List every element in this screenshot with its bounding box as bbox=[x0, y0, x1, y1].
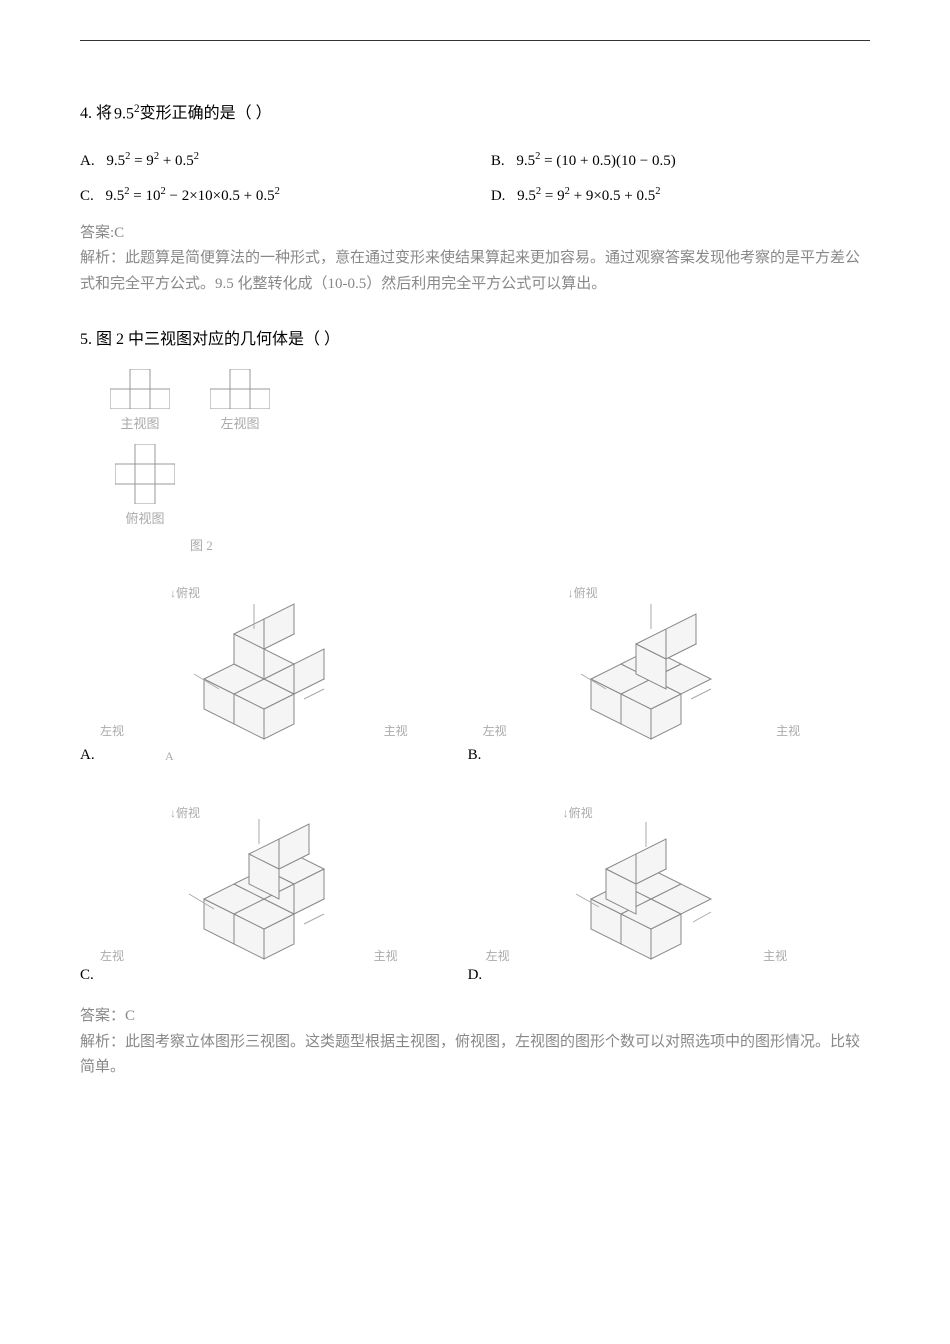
q4-option-c: C. 9.52 = 102 − 2×10×0.5 + 0.52 bbox=[80, 186, 459, 205]
opt-a-sub: A bbox=[165, 749, 174, 764]
q4-expr: 9.52 bbox=[114, 101, 140, 127]
q4-prefix: 4. 将 bbox=[80, 101, 112, 127]
q4-answer: 答案:C 解析：此题算是简便算法的一种形式，意在通过变形来使结果算起来更加容易。… bbox=[80, 221, 870, 298]
opt-d-label: D. bbox=[468, 967, 483, 984]
q4-suffix: 变形正确的是（ ） bbox=[140, 101, 272, 127]
formula-a: 9.52 = 92 + 0.52 bbox=[106, 153, 199, 169]
q5-answer: 答案：C 解析：此图考察立体图形三视图。这类题型根据主视图，俯视图，左视图的图形… bbox=[80, 1004, 870, 1081]
three-views: 主视图 左视图 俯视图 图 2 bbox=[110, 369, 870, 554]
q5-answer-line2: 解析：此图考察立体图形三视图。这类题型根据主视图，俯视图，左视图的图形个数可以对… bbox=[80, 1030, 870, 1081]
axis-right: 主视 bbox=[384, 722, 408, 739]
opt-b-label: B. bbox=[468, 747, 482, 764]
main-view-svg bbox=[110, 369, 170, 409]
axis-right: 主视 bbox=[763, 947, 787, 964]
iso-option-c: ↓俯视 bbox=[80, 804, 428, 984]
axis-left: 左视 bbox=[100, 722, 124, 739]
iso-options: ↓俯视 左视 bbox=[80, 584, 870, 984]
formula-b: 9.52 = (10 + 0.5)(10 − 0.5) bbox=[516, 153, 675, 169]
formula-d: 9.52 = 92 + 9×0.5 + 0.52 bbox=[517, 188, 660, 204]
iso-b-svg bbox=[551, 584, 731, 744]
left-view: 左视图 bbox=[210, 369, 270, 432]
axis-right: 主视 bbox=[374, 947, 398, 964]
iso-d-svg bbox=[551, 804, 731, 964]
axis-top: ↓俯视 bbox=[563, 804, 593, 821]
q5-text: 5. 图 2 中三视图对应的几何体是（ ） bbox=[80, 331, 340, 348]
main-view: 主视图 bbox=[110, 369, 170, 432]
axis-right: 主视 bbox=[776, 722, 800, 739]
opt-a-label: A. bbox=[80, 747, 95, 764]
q4-options-row2: C. 9.52 = 102 − 2×10×0.5 + 0.52 D. 9.52 … bbox=[80, 186, 870, 205]
question-5: 5. 图 2 中三视图对应的几何体是（ ） bbox=[80, 325, 870, 349]
q4-options-row1: A. 9.52 = 92 + 0.52 B. 9.52 = (10 + 0.5)… bbox=[80, 151, 870, 170]
axis-left: 左视 bbox=[483, 722, 507, 739]
question-4: 4. 将 9.52 变形正确的是（ ） bbox=[80, 101, 870, 127]
q4-answer-line1: 答案:C bbox=[80, 221, 870, 247]
iso-a-svg bbox=[164, 584, 344, 744]
q4-option-b: B. 9.52 = (10 + 0.5)(10 − 0.5) bbox=[491, 151, 870, 170]
opt-c-label: C. bbox=[80, 967, 94, 984]
q4-answer-line2: 解析：此题算是简便算法的一种形式，意在通过变形来使结果算起来更加容易。通过观察答… bbox=[80, 246, 870, 297]
formula-c: 9.52 = 102 − 2×10×0.5 + 0.52 bbox=[106, 188, 280, 204]
iso-option-b: ↓俯视 左视 主视 bbox=[468, 584, 816, 764]
iso-option-d: ↓俯视 左视 主视 bbox=[468, 804, 816, 984]
q4-option-d: D. 9.52 = 92 + 9×0.5 + 0.52 bbox=[491, 186, 870, 205]
axis-left: 左视 bbox=[486, 947, 510, 964]
axis-top: ↓俯视 bbox=[170, 804, 200, 821]
q5-answer-line1: 答案：C bbox=[80, 1004, 870, 1030]
top-view-svg bbox=[115, 444, 175, 504]
left-view-svg bbox=[210, 369, 270, 409]
axis-top: ↓俯视 bbox=[568, 584, 598, 601]
figure-caption: 图 2 bbox=[190, 535, 870, 554]
page-rule bbox=[80, 40, 870, 41]
axis-top: ↓俯视 bbox=[170, 584, 200, 601]
top-view: 俯视图 bbox=[110, 444, 180, 527]
axis-left: 左视 bbox=[100, 947, 124, 964]
iso-option-a: ↓俯视 左视 bbox=[80, 584, 428, 764]
iso-c-svg bbox=[164, 804, 344, 964]
q4-option-a: A. 9.52 = 92 + 0.52 bbox=[80, 151, 459, 170]
